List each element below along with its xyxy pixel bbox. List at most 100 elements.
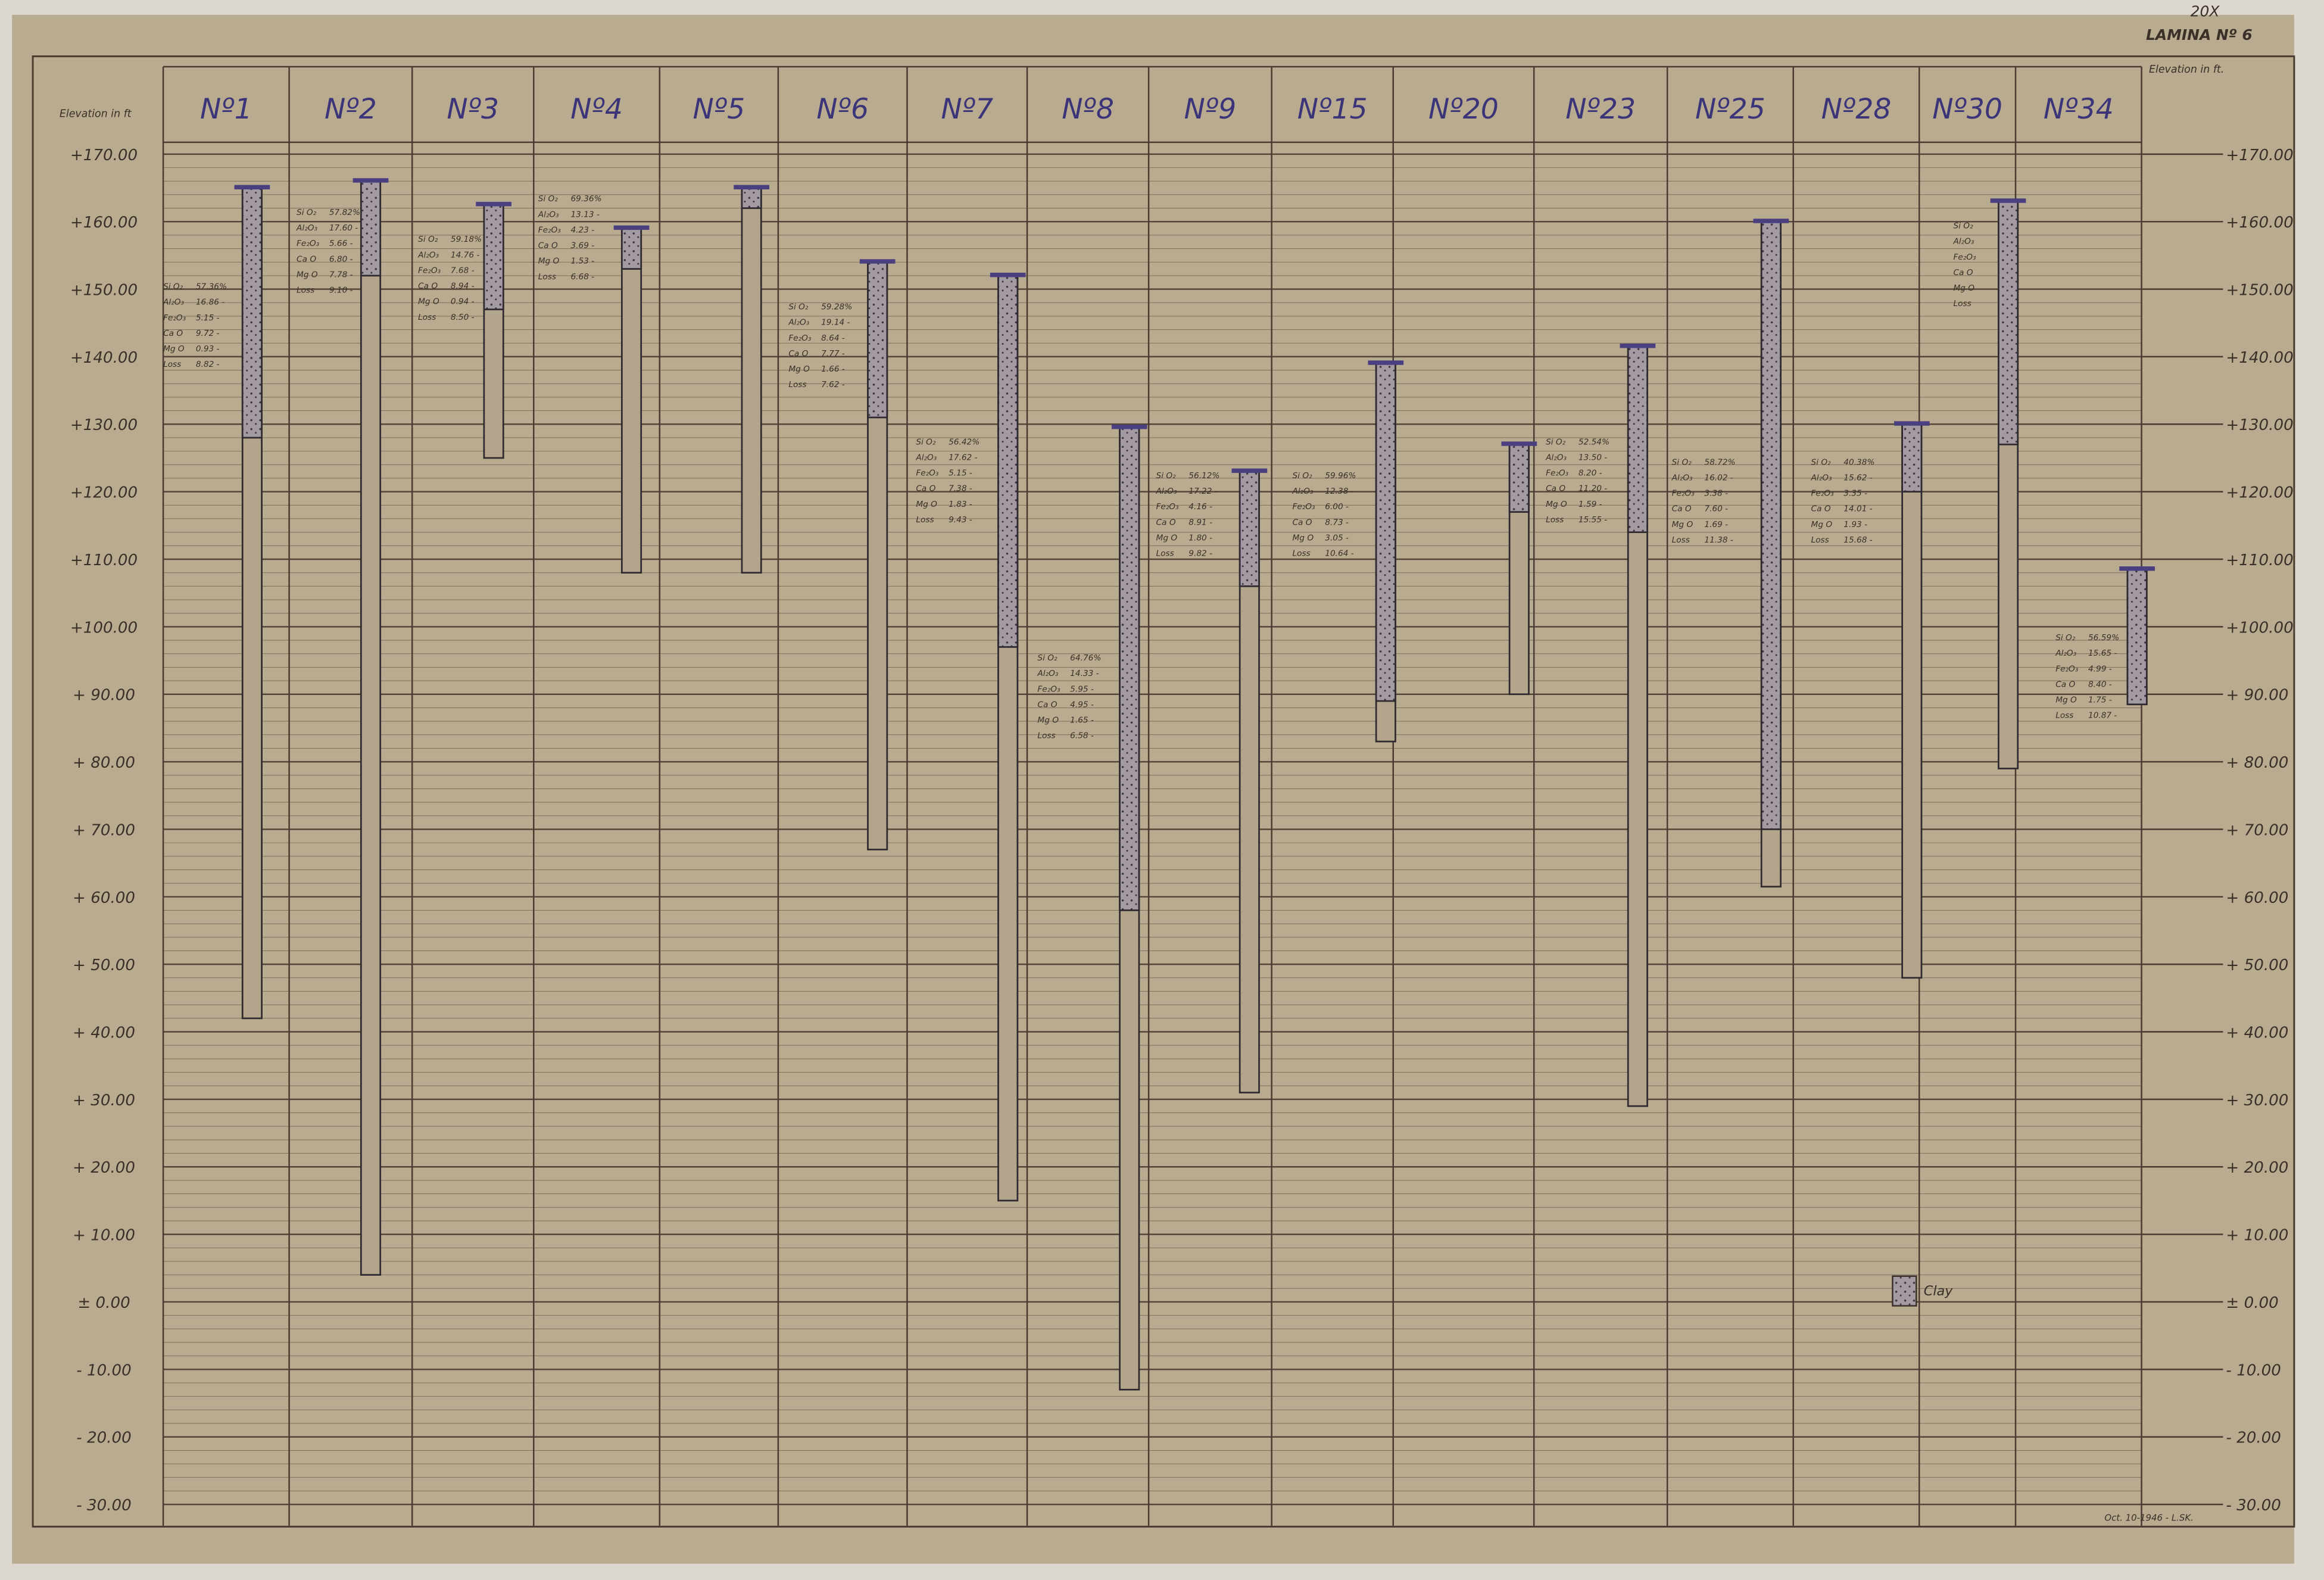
analysis-compound: Fe₂O₃ [1037, 684, 1060, 694]
borehole: Si O₂ 69.36% Al₂O₃ 13.13 - Fe₂O₃ 4.23 - Ca O 3.… [538, 194, 650, 574]
borehole [734, 185, 769, 574]
tick-label-right: + 20.00 [2226, 1159, 2288, 1177]
ground-surface-mark [990, 272, 1026, 278]
analysis-value: 4.16 - [1188, 502, 1212, 512]
analysis-compound: Si O₂ [538, 194, 559, 204]
tick-label-left: + 40.00 [73, 1024, 135, 1042]
analysis-compound: Si O₂ [1953, 222, 1973, 231]
tick-label-right: +160.00 [2226, 214, 2293, 232]
analysis-value: 8.64 - [821, 334, 845, 343]
analysis-value: 56.12% [1188, 471, 1219, 481]
tick-label-right: + 90.00 [2226, 687, 2288, 705]
analysis-value: 4.23 - [570, 225, 594, 235]
analysis-compound: Mg O [538, 257, 560, 266]
analysis-compound: Si O₂ [1546, 437, 1566, 447]
analysis-value: 7.78 - [329, 270, 353, 279]
analysis-compound: Fe₂O₃ [1156, 502, 1180, 512]
analysis-value: 16.86 - [196, 298, 224, 307]
analysis-value: 56.42% [949, 437, 979, 447]
tick-label-left: +100.00 [70, 619, 138, 637]
analysis-compound: Ca O [1953, 268, 1973, 278]
analysis-compound: Ca O [538, 241, 558, 251]
analysis-value: 7.77 - [821, 349, 845, 359]
borehole [1501, 441, 1537, 696]
corner-note: 20X [2191, 2, 2220, 20]
tick-label-right: + 80.00 [2226, 754, 2288, 772]
analysis-compound: Loss [916, 515, 934, 525]
clay-layer [483, 204, 504, 310]
ground-surface-mark [613, 225, 650, 230]
analysis-value: 7.62 - [821, 380, 845, 389]
column-header: Nº30 [1932, 93, 2002, 126]
borehole: Si O₂ 58.72% Al₂O₃ 16.02 - Fe₂O₃ 3.38 - Ca O 7.… [1671, 219, 1789, 888]
borehole: Si O₂ 56.59% Al₂O₃ 15.65 - Fe₂O₃ 4.99 - Ca O 8.… [2055, 566, 2155, 721]
boring-shaft [620, 228, 642, 574]
analysis-value: 7.38 - [949, 484, 972, 494]
analysis-value: 17.62 - [949, 453, 977, 462]
analysis-value: 58.72% [1704, 457, 1735, 467]
analysis-value: 59.96% [1325, 471, 1356, 481]
tick-label-right: +100.00 [2226, 619, 2293, 637]
analysis-value: 5.95 - [1070, 684, 1094, 694]
analysis-compound: Si O₂ [163, 282, 183, 292]
legend-label: Clay [1924, 1283, 1954, 1299]
tick-label-left: + 50.00 [73, 956, 135, 974]
analysis-value: 8.73 - [1325, 518, 1349, 527]
borehole: Si O₂ 59.28% Al₂O₃ 19.14 - Fe₂O₃ 8.64 - Ca O 7.… [788, 259, 896, 850]
analysis-compound: Mg O [418, 297, 439, 307]
boreholes: Si O₂ 57.36% Al₂O₃ 16.86 - Fe₂O₃ 5.15 - Ca O 9.… [163, 178, 2155, 1391]
analysis-compound: Ca O [916, 484, 935, 494]
analysis-value: 6.68 - [570, 272, 594, 282]
analysis-compound: Si O₂ [1672, 457, 1692, 467]
analysis-value: 8.91 - [1188, 518, 1212, 527]
tick-label-right: +150.00 [2226, 282, 2293, 300]
tick-label-right: - 30.00 [2226, 1497, 2281, 1514]
analysis-compound: Loss [163, 360, 181, 369]
analysis-value: 57.82% [329, 208, 360, 217]
analysis-value: 17.22 - [1188, 487, 1217, 496]
analysis-value: 12.38 - [1325, 487, 1353, 496]
clay-layer [2126, 568, 2148, 706]
tick-label-right: + 70.00 [2226, 821, 2288, 839]
analysis-value: 9.72 - [196, 329, 220, 338]
analysis-compound: Fe₂O₃ [788, 334, 812, 343]
analysis-compound: Loss [297, 286, 314, 295]
tick-label-right: + 60.00 [2226, 889, 2288, 907]
clay-layer [241, 187, 263, 439]
analysis-value: 17.60 - [329, 223, 358, 233]
analysis-compound: Al₂O₃ [1156, 487, 1177, 496]
analysis-value: 6.00 - [1325, 502, 1349, 512]
ground-surface-mark [859, 259, 896, 264]
column-header: Nº8 [1062, 93, 1114, 126]
analysis-value: 4.95 - [1070, 700, 1094, 709]
column-header: Nº7 [941, 93, 993, 126]
ground-surface-mark [1620, 343, 1656, 348]
analysis-compound: Si O₂ [1293, 471, 1313, 481]
analysis-value: 1.83 - [949, 500, 972, 509]
tick-label-right: + 30.00 [2226, 1092, 2288, 1110]
tick-label-right: - 10.00 [2226, 1361, 2281, 1379]
analysis-value: 59.18% [451, 235, 482, 244]
analysis-value: 9.82 - [1188, 549, 1212, 559]
clay-layer [360, 180, 382, 277]
column-header: Nº3 [447, 93, 499, 126]
analysis-value: 69.36% [570, 194, 601, 204]
analysis-compound: Si O₂ [2055, 633, 2076, 643]
analysis-compound: Loss [1293, 549, 1311, 559]
analysis-compound: Al₂O₃ [538, 210, 559, 219]
analysis-compound: Loss [1037, 731, 1055, 741]
analysis-compound: Al₂O₃ [788, 318, 809, 328]
analysis-compound: Si O₂ [1037, 653, 1058, 663]
analysis-compound: Loss [1953, 299, 1971, 308]
analysis-value: 15.65 - [2088, 649, 2117, 658]
sheet-title: LAMINA Nº 6 [2146, 26, 2253, 43]
analysis-compound: Al₂O₃ [1037, 669, 1058, 678]
ground-surface-mark [1231, 468, 1268, 473]
column-header: Nº5 [693, 93, 745, 126]
column-header: Nº1 [200, 93, 252, 126]
borehole: Si O₂ 56.42% Al₂O₃ 17.62 - Fe₂O₃ 5.15 - Ca O 7.… [915, 272, 1026, 1202]
ground-surface-mark [234, 185, 270, 189]
analysis-value: 1.69 - [1704, 520, 1728, 529]
clay-layer [1508, 443, 1530, 513]
